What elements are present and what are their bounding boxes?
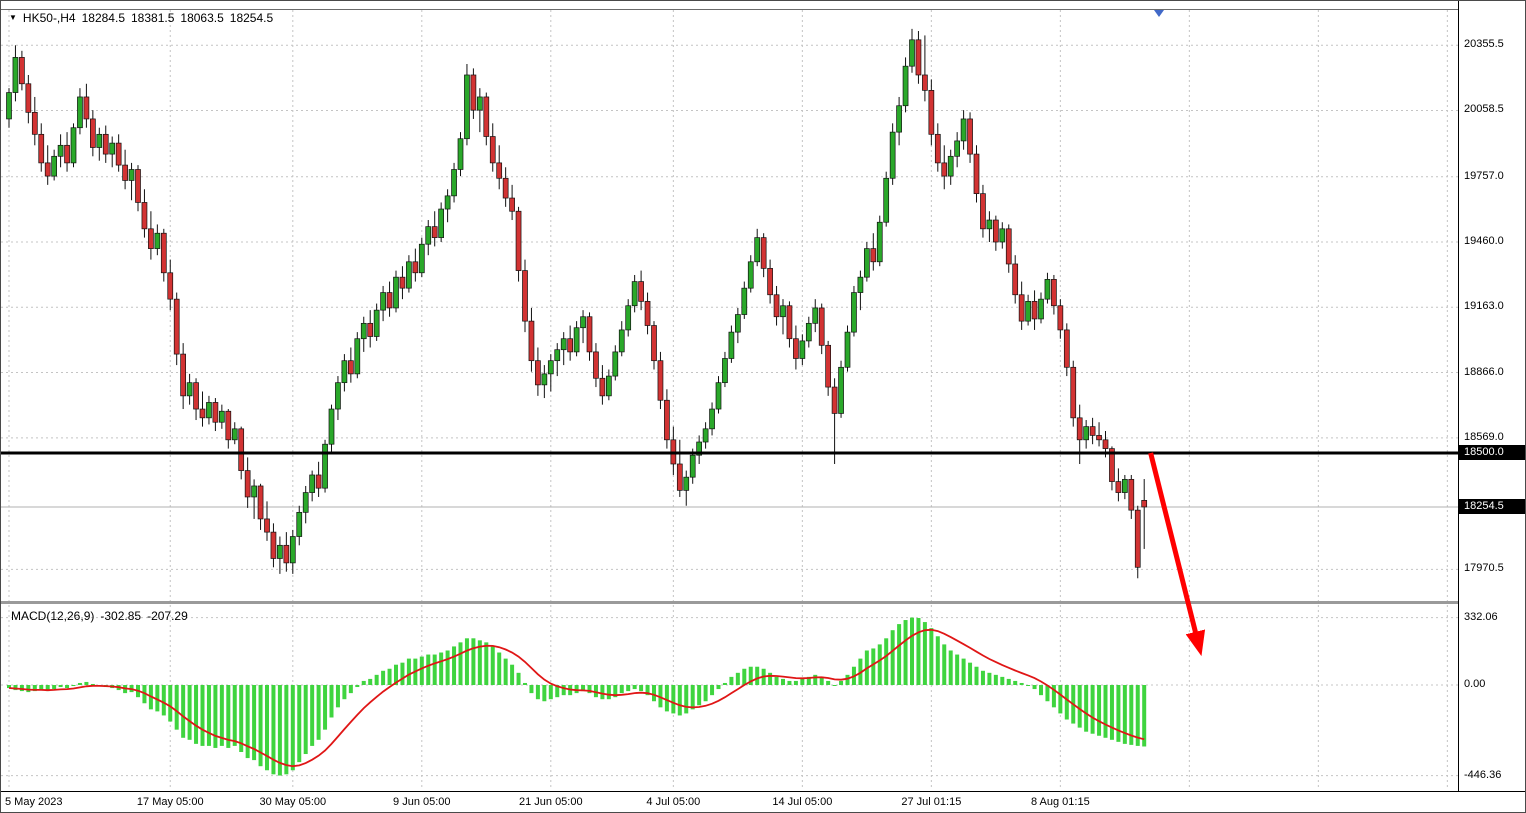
price-level-badge: 18500.0 — [1459, 445, 1525, 460]
ohlc-high-value: 18381.5 — [131, 11, 175, 25]
candlestick-chart-canvas[interactable] — [1, 1, 1458, 791]
price-axis-tick: 18866.0 — [1464, 365, 1504, 378]
time-axis-label: 5 May 2023 — [5, 796, 63, 808]
symbol-timeframe-label: HK50-,H4 — [22, 11, 76, 25]
macd-axis-tick: 332.06 — [1464, 610, 1498, 623]
price-axis-tick: 19460.0 — [1464, 235, 1504, 247]
price-level-badge: 18254.5 — [1459, 498, 1525, 514]
macd-histogram — [7, 617, 1147, 776]
symbol-marker-icon: ▼ — [9, 12, 17, 22]
macd-indicator-name: MACD(12,26,9) — [11, 609, 95, 623]
price-axis-tick: 20355.5 — [1464, 38, 1504, 51]
trend-arrow[interactable] — [1148, 452, 1206, 657]
macd-signal-value: -207.29 — [147, 609, 188, 623]
time-axis-label: 4 Jul 05:00 — [646, 796, 701, 808]
ohlc-open-value: 18284.5 — [81, 11, 125, 25]
ohlc-low-value: 18063.5 — [180, 11, 224, 25]
ohlc-close-value: 18254.5 — [229, 11, 274, 25]
time-axis-label: 17 May 05:00 — [136, 796, 204, 808]
chart-shift-marker-icon[interactable] — [1154, 10, 1164, 17]
chart-title: ▼ HK50-,H4 18284.5 18381.5 18063.5 18254… — [9, 11, 273, 25]
price-axis[interactable]: 20355.5 20058.5 19757.0 19460.0 19163.0 18866… — [1458, 1, 1525, 791]
time-axis-label: 27 Jul 01:15 — [901, 796, 962, 808]
grid-layer — [1, 10, 1458, 788]
price-axis-tick: 17970.5 — [1464, 562, 1504, 575]
macd-axis-tick: -446.36 — [1464, 768, 1502, 781]
time-axis[interactable]: 5 May 2023 17 May 05:00 30 May 05:00 9 Jun … — [1, 791, 1525, 812]
time-axis-label: 21 Jun 05:00 — [518, 796, 583, 808]
price-axis-tick: 18569.0 — [1464, 430, 1504, 443]
price-axis-tick: 19757.0 — [1464, 169, 1504, 182]
macd-signal-line — [8, 628, 1145, 768]
time-axis-label: 30 May 05:00 — [259, 796, 327, 808]
pane-separator[interactable] — [1, 601, 1458, 604]
macd-indicator-label: MACD(12,26,9) -302.85 -207.29 — [11, 609, 188, 623]
macd-main-value: -302.85 — [100, 609, 142, 623]
time-axis-label: 9 Jun 05:00 — [393, 796, 451, 808]
time-axis-label: 14 Jul 05:00 — [772, 796, 833, 808]
candles-layer — [6, 28, 1148, 579]
price-axis-tick: 20058.5 — [1464, 103, 1504, 116]
macd-axis-tick: 0.00 — [1464, 678, 1486, 690]
price-axis-tick: 19163.0 — [1464, 300, 1504, 313]
time-axis-label: 8 Aug 01:15 — [1030, 796, 1090, 808]
